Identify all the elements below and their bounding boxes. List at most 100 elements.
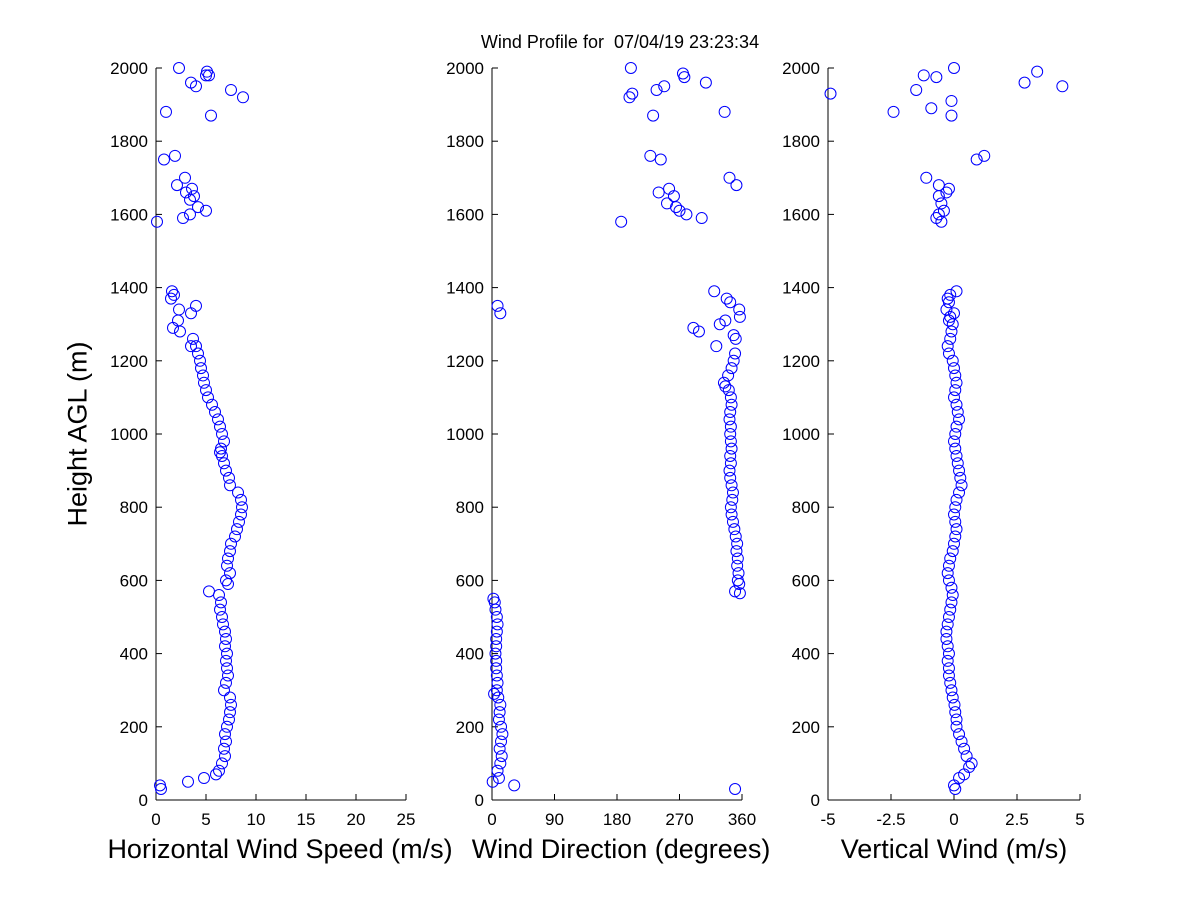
data-point-speed <box>200 204 212 217</box>
data-point-direction <box>731 552 744 565</box>
data-point-direction <box>488 687 501 700</box>
data-point-vertical <box>958 742 971 755</box>
data-point-direction <box>725 362 738 375</box>
data-point-direction <box>727 329 740 342</box>
data-point-speed <box>229 530 241 543</box>
data-point-speed <box>223 713 235 726</box>
data-point-direction <box>718 105 731 118</box>
data-point-vertical <box>953 464 966 477</box>
data-point-vertical <box>950 713 963 726</box>
data-point-vertical <box>941 340 954 353</box>
data-point-vertical <box>951 457 964 470</box>
data-point-vertical <box>949 706 962 719</box>
data-point-vertical <box>942 662 955 675</box>
data-point-speed <box>160 105 172 118</box>
data-point-direction <box>717 376 730 389</box>
data-point-direction <box>493 706 506 719</box>
data-point-direction <box>495 720 508 733</box>
data-point-speed <box>203 585 215 598</box>
data-point-direction <box>650 83 663 96</box>
data-point-direction <box>733 310 746 323</box>
data-point-vertical <box>949 442 962 455</box>
data-point-direction <box>661 197 673 210</box>
data-point-vertical <box>950 493 963 506</box>
y-tick-label-vertical: 800 <box>792 498 820 517</box>
data-point-direction <box>731 574 744 587</box>
data-point-speed <box>216 611 228 623</box>
data-point-speed <box>185 307 197 320</box>
data-point-speed <box>192 201 204 214</box>
data-point-direction <box>626 87 639 100</box>
data-point-speed <box>224 706 236 719</box>
data-point-direction <box>491 676 504 689</box>
data-point-speed <box>235 493 247 506</box>
data-point-direction <box>729 783 742 796</box>
data-point-direction <box>731 537 744 550</box>
data-point-direction <box>708 285 721 298</box>
data-point-vertical <box>950 420 963 433</box>
data-point-direction <box>725 508 738 521</box>
data-point-speed <box>165 292 177 305</box>
data-point-vertical <box>940 632 953 645</box>
data-point-vertical <box>941 618 954 631</box>
data-point-speed <box>215 442 227 455</box>
data-point-vertical <box>944 552 957 565</box>
data-point-speed <box>190 299 202 312</box>
data-point-vertical <box>950 285 963 298</box>
data-point-direction <box>654 153 667 166</box>
data-point-vertical <box>954 471 967 484</box>
data-point-direction <box>680 208 693 221</box>
data-point-direction <box>733 587 746 600</box>
data-point-direction <box>726 493 739 506</box>
data-point-vertical <box>1031 65 1044 78</box>
data-point-direction <box>490 611 503 623</box>
data-point-vertical <box>917 69 930 82</box>
data-point-vertical <box>945 684 958 697</box>
y-tick-label-vertical: 1400 <box>782 279 820 298</box>
data-point-direction <box>727 354 740 367</box>
data-point-speed <box>214 420 226 433</box>
data-point-direction <box>494 698 507 711</box>
data-point-speed <box>195 362 207 375</box>
data-point-direction <box>723 413 736 426</box>
data-point-vertical <box>930 212 943 225</box>
data-point-direction <box>724 296 737 309</box>
y-tick-label-direction: 200 <box>456 718 484 737</box>
data-point-speed <box>219 625 231 638</box>
data-point-direction <box>494 307 507 320</box>
data-point-speed <box>188 190 200 203</box>
data-point-direction <box>490 632 503 645</box>
data-point-speed <box>220 676 232 689</box>
data-point-speed <box>225 537 237 550</box>
y-tick-label-vertical: 1800 <box>782 132 820 151</box>
data-point-vertical <box>942 611 955 623</box>
data-point-vertical <box>945 581 958 594</box>
data-point-direction <box>508 779 521 792</box>
data-point-direction <box>724 435 737 448</box>
data-point-direction <box>490 662 503 675</box>
data-point-vertical <box>950 523 963 536</box>
y-tick-label-speed: 600 <box>120 571 148 590</box>
y-tick-label-speed: 400 <box>120 645 148 664</box>
data-point-speed <box>205 109 217 122</box>
data-point-direction <box>722 369 735 382</box>
data-point-speed <box>210 768 222 781</box>
data-point-direction <box>494 757 507 770</box>
data-point-speed <box>180 186 192 199</box>
data-point-direction <box>491 764 504 777</box>
data-point-vertical <box>953 728 966 741</box>
data-point-direction <box>726 486 739 499</box>
data-point-vertical <box>940 186 953 199</box>
data-point-vertical <box>937 204 950 217</box>
data-point-speed <box>225 698 237 711</box>
y-tick-label-direction: 1600 <box>446 205 484 224</box>
data-point-speed <box>231 523 243 536</box>
data-point-vertical <box>932 179 945 192</box>
y-tick-label-speed: 200 <box>120 718 148 737</box>
data-point-speed <box>219 750 231 763</box>
y-tick-label-direction: 1400 <box>446 279 484 298</box>
data-point-vertical <box>824 87 837 100</box>
data-point-speed <box>154 779 166 792</box>
data-point-direction <box>487 592 500 605</box>
